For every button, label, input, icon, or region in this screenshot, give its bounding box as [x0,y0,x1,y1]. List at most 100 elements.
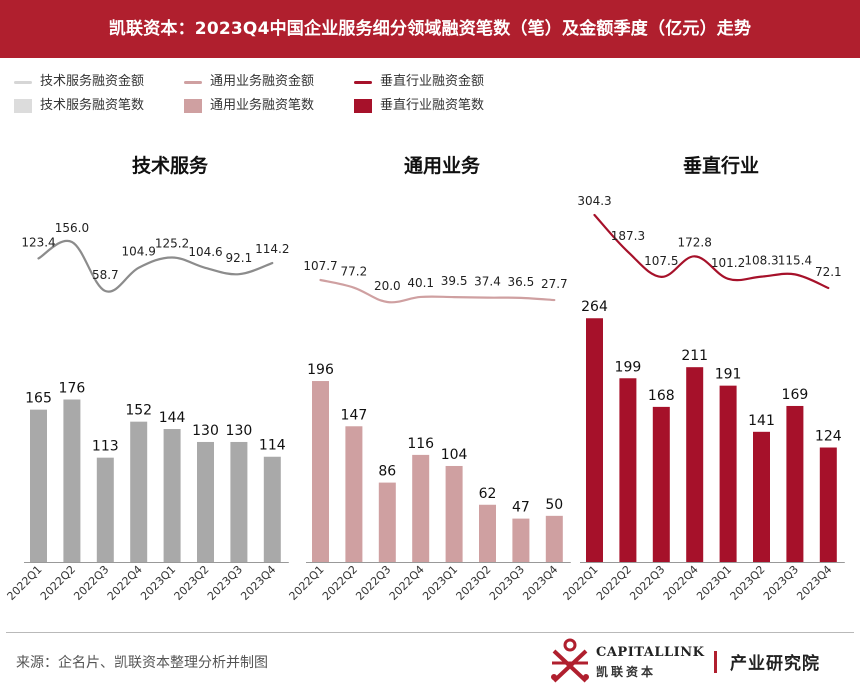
category-tick-label: 2023Q3 [487,563,527,603]
bar [412,454,430,562]
legend-label: 垂直行业融资金额 [380,74,485,89]
legend-swatch [14,81,32,84]
bar [96,457,114,562]
category-tick-label: 2022Q3 [627,563,667,603]
amount-value-label: 72.1 [815,265,842,279]
bar-value-label: 165 [25,391,52,407]
bar [786,405,804,562]
category-tick-label: 2022Q1 [561,563,601,603]
bar [719,385,737,562]
category-tick-label: 2023Q1 [138,563,178,603]
amount-line [37,239,274,293]
category-tick-label: 2023Q1 [420,563,460,603]
amount-value-label: 172.8 [678,235,712,249]
bar-value-label: 124 [815,429,842,445]
bar-value-label: 104 [441,447,468,463]
bar-value-label: 169 [782,387,809,403]
legend-swatch [354,99,372,113]
category-tick-label: 2023Q4 [520,563,560,603]
amount-value-label: 115.4 [778,253,812,267]
amount-value-label: 156.0 [55,221,89,235]
amount-value-label: 114.2 [255,242,289,256]
category-tick-label: 2022Q1 [5,563,45,603]
bar-value-label: 147 [341,407,368,423]
bar-value-label: 199 [615,359,642,375]
bar [230,441,248,562]
bar [652,406,670,562]
bar [378,482,396,562]
category-tick-label: 2023Q3 [761,563,801,603]
bar [63,399,81,562]
category-tick-label: 2022Q2 [38,563,78,603]
panel-title: 技术服务 [132,154,209,177]
bar [819,447,837,562]
bar [312,381,329,562]
chart-title: 凯联资本：2023Q4中国企业服务细分领域融资笔数（笔）及金额季度（亿元）走势 [108,19,752,39]
amount-value-label: 37.4 [474,275,501,289]
bar-value-label: 113 [92,439,119,455]
category-tick-label: 2023Q2 [728,563,768,603]
category-tick-label: 2023Q2 [454,563,494,603]
amount-value-label: 304.3 [577,194,611,208]
category-tick-label: 2022Q4 [661,563,701,603]
bar [263,456,281,562]
bar [30,409,47,562]
bar [619,378,637,562]
logo-wordmark: CAPITALLINK [596,645,705,660]
amount-value-label: 39.5 [441,274,468,288]
amount-line [593,213,830,290]
category-tick-label: 2023Q3 [205,563,245,603]
amount-value-label: 125.2 [155,237,189,251]
amount-value-label: 36.5 [508,275,535,289]
amount-value-label: 27.7 [541,277,568,291]
amount-value-label: 104.9 [122,245,156,259]
bar-value-label: 86 [378,464,396,480]
bar [345,426,363,562]
bar [586,318,603,562]
amount-value-label: 108.3 [744,254,778,268]
category-tick-label: 2023Q4 [794,563,834,603]
legend-label: 垂直行业融资笔数 [380,98,485,113]
capitallink-logo-icon [551,638,589,683]
bar [512,518,530,562]
category-tick-label: 2022Q3 [71,563,111,603]
panel-title: 通用业务 [404,154,481,177]
category-tick-label: 2022Q1 [287,563,327,603]
bar-value-label: 50 [545,497,563,513]
bar [686,367,704,562]
legend: 技术服务融资金额 技术服务融资笔数 通用业务融资金额 通用业务融资笔数 垂直行业… [14,70,634,118]
bar-value-label: 141 [748,413,775,429]
legend-swatch [184,99,202,113]
capitallink-logo: CAPITALLINK 凯联资本 产业研究院 [548,637,848,687]
bar-value-label: 211 [681,348,708,364]
logo-chinese-name: 凯联资本 [596,665,657,679]
legend-swatch [354,81,372,84]
bar [545,515,563,562]
legend-swatch [184,81,202,84]
category-tick-label: 2022Q4 [387,563,427,603]
amount-value-label: 20.0 [374,279,401,293]
bar-value-label: 264 [581,299,608,315]
bar [753,431,770,562]
amount-value-label: 58.7 [92,268,119,282]
bar [479,504,496,562]
bar-value-label: 144 [159,410,186,426]
amount-value-label: 107.5 [644,254,678,268]
bar [163,429,181,562]
bar-value-label: 116 [407,436,434,452]
legend-label: 技术服务融资笔数 [40,98,145,113]
category-tick-label: 2023Q2 [172,563,212,603]
title-bar [0,0,860,58]
category-tick-label: 2022Q4 [105,563,145,603]
amount-value-label: 187.3 [611,229,645,243]
amount-value-label: 123.4 [21,235,55,249]
amount-value-label: 92.1 [226,251,253,265]
bar-value-label: 191 [715,367,742,383]
panel-title: 垂直行业 [683,154,759,177]
department-name: 产业研究院 [730,654,820,674]
amount-value-label: 107.7 [303,259,337,273]
bar-value-label: 130 [192,423,219,439]
bar-value-label: 114 [259,438,286,454]
footer-divider [6,632,854,633]
